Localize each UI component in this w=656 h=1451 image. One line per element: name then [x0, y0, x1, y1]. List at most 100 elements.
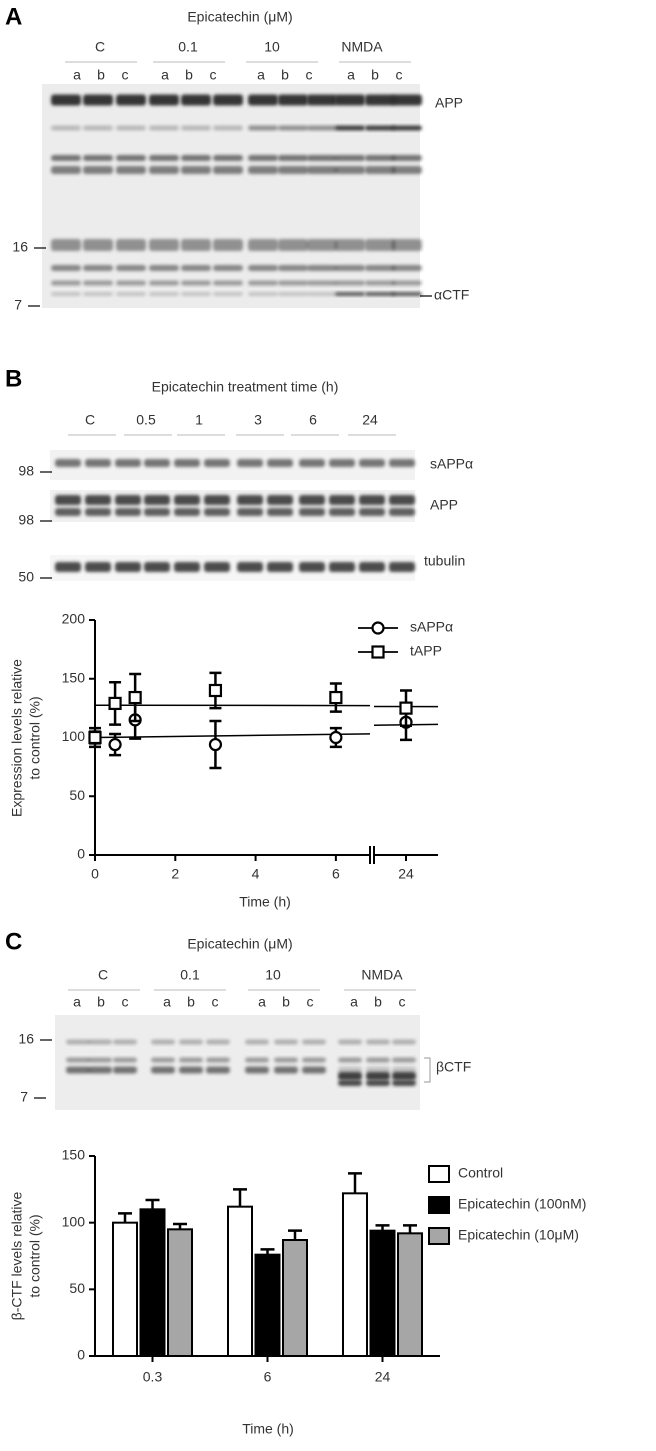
blot-band: [335, 280, 365, 286]
bar: [254, 1253, 281, 1357]
lane-label: a: [73, 994, 81, 1010]
y-axis-title: Expression levels relative: [9, 659, 25, 817]
blot-band: [248, 94, 278, 106]
blot-band: [88, 1039, 112, 1045]
y-tick-label: 0: [77, 1347, 85, 1363]
blot-band: [149, 155, 179, 161]
blot-band: [392, 1057, 416, 1063]
blot-band: [278, 125, 308, 131]
blot-band: [307, 155, 337, 161]
blot-band: [274, 1066, 298, 1074]
blot-band: [213, 292, 243, 296]
blot-band: [151, 1066, 175, 1074]
group-label: C: [98, 967, 108, 983]
blot-band: [206, 1066, 230, 1074]
y-tick-label: 0: [77, 846, 85, 862]
blot-band: [116, 166, 146, 174]
blot-band: [307, 239, 337, 251]
blot-band: [51, 155, 81, 161]
lane-label: b: [282, 994, 290, 1010]
blot-band: [206, 1057, 230, 1063]
point: [329, 690, 343, 705]
group-label: 10: [264, 39, 280, 55]
blot-band: [144, 459, 170, 467]
blot-band: [278, 94, 308, 106]
blot-band: [278, 292, 308, 296]
lane-label: c: [307, 994, 314, 1010]
x-tick-label: 24: [398, 866, 414, 882]
blot-band: [335, 166, 365, 174]
blot-band: [113, 1057, 137, 1063]
bar: [282, 1239, 308, 1357]
blot-band: [245, 1057, 269, 1063]
x-tick-label: 4: [252, 866, 260, 882]
blot-band: [85, 508, 111, 516]
panel-label: B: [5, 365, 22, 392]
blot-band: [144, 562, 170, 572]
blot-band: [204, 495, 230, 505]
point: [329, 730, 343, 745]
group-label: 0.1: [180, 967, 200, 983]
blot-band: [299, 562, 325, 572]
band-bracket: [424, 1057, 431, 1083]
lane-label: c: [210, 67, 217, 83]
band-label: αCTF: [434, 287, 469, 303]
blot-band: [359, 508, 385, 516]
lane-label: c: [122, 994, 129, 1010]
blot-band: [302, 1039, 326, 1045]
blot-band: [366, 1080, 390, 1086]
blot-band: [149, 94, 179, 106]
legend-label: sAPPα: [410, 619, 453, 635]
blot-band: [392, 292, 422, 296]
blot-band: [144, 508, 170, 516]
lane-label: c: [306, 67, 313, 83]
blot-band: [149, 292, 179, 296]
blot-band: [365, 292, 395, 296]
lane-label: c: [122, 67, 129, 83]
blot-band: [392, 166, 422, 174]
point: [128, 690, 142, 705]
error-bar: [145, 1198, 160, 1210]
mw-marker: 16: [12, 239, 28, 255]
lane-label: b: [97, 67, 105, 83]
blot-band: [83, 280, 113, 286]
blot-band: [338, 1057, 362, 1063]
blot-background: [42, 84, 420, 308]
legend-label: tAPP: [410, 643, 442, 659]
blot-band: [248, 125, 278, 131]
group-label: 3: [254, 412, 262, 428]
group-label: 24: [362, 412, 378, 428]
blot-band: [116, 155, 146, 161]
bar: [112, 1221, 138, 1357]
blot-band: [389, 495, 415, 505]
blot-band: [245, 1066, 269, 1074]
lane-label: a: [350, 994, 358, 1010]
blot-band: [274, 1057, 298, 1063]
mw-marker: 98: [18, 512, 34, 528]
blot-band: [116, 94, 146, 106]
blot-band: [83, 94, 113, 106]
blot-band: [359, 562, 385, 572]
lane-label: b: [187, 994, 195, 1010]
blot-band: [116, 280, 146, 286]
bar: [139, 1208, 166, 1358]
blot-band: [248, 280, 278, 286]
bar: [167, 1228, 193, 1358]
blot-band: [85, 495, 111, 505]
lane-label: a: [73, 67, 81, 83]
blot-band: [213, 239, 243, 251]
blot-band: [55, 459, 81, 467]
blot-band: [204, 562, 230, 572]
blot-band: [149, 280, 179, 286]
blot-band: [83, 239, 113, 251]
y-axis-title: β-CTF levels relative: [9, 1191, 25, 1320]
blot-band: [174, 459, 200, 467]
blot-band: [335, 265, 365, 271]
error-bar: [288, 1229, 302, 1240]
x-tick-label: 2: [171, 866, 179, 882]
blot-band: [335, 125, 365, 131]
blot-band: [116, 292, 146, 296]
blot-band: [392, 239, 422, 251]
blot-band: [302, 1057, 326, 1063]
legend-label: Epicatechin (100nM): [458, 1196, 586, 1212]
